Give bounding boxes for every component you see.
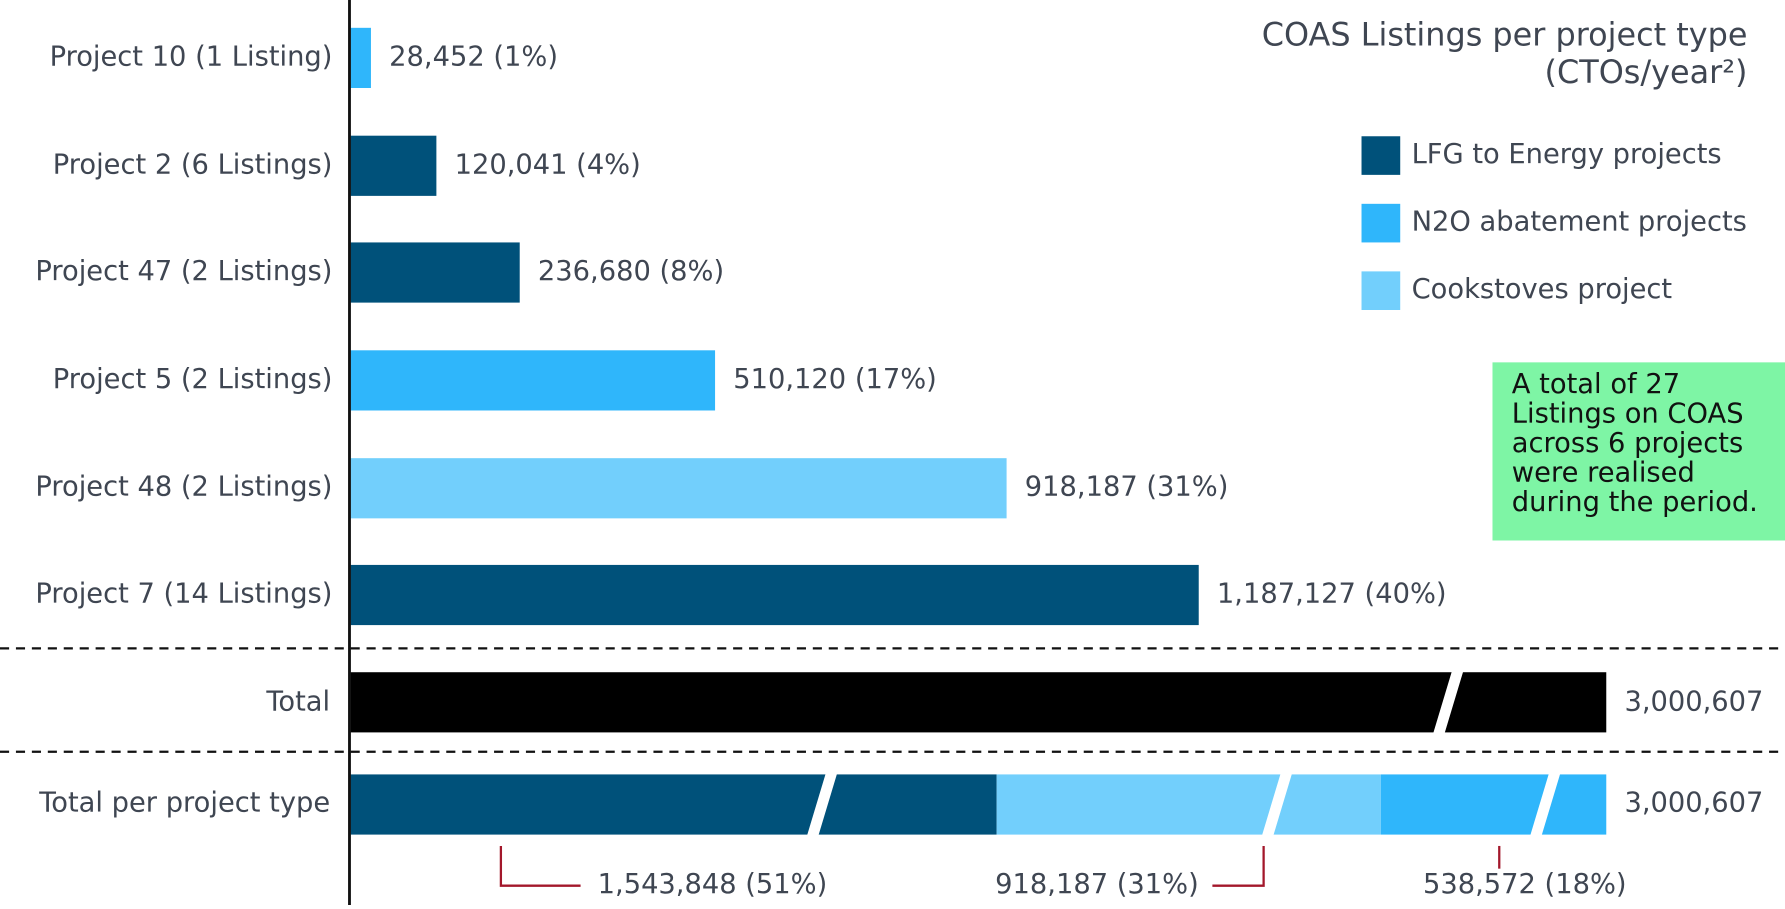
chart-subtitle: (CTOs/year²) [1545,53,1748,91]
axis-break [806,769,839,839]
value-label: 3,000,607 [1624,686,1763,717]
category-label: Project 5 (2 Listings) [53,364,333,395]
bar [350,564,1199,626]
bar [350,458,1007,519]
axis-break [1261,769,1294,839]
axis-break [1432,668,1464,737]
segment-bar [996,774,1381,835]
chart-title: COAS Listings per project type [1262,15,1748,53]
value-label: 1,187,127 (40%) [1217,579,1447,610]
category-label: Total per project type [38,787,330,818]
callout-line [1212,845,1265,887]
segment-bar [350,774,997,835]
category-label: Project 2 (6 Listings) [53,149,333,180]
segment-label: 1,543,848 (51%) [598,869,828,900]
category-label: Project 7 (14 Listings) [35,579,332,610]
callout-line [499,845,581,887]
category-label: Project 48 (2 Listings) [35,472,332,503]
axis-break [1529,769,1562,839]
value-label: 120,041 (4%) [455,149,641,180]
bar [350,242,520,303]
annotation-box: A total of 27 Listings on COAS across 6 … [1492,362,1785,541]
value-label: 3,000,607 [1624,787,1763,818]
legend-swatch [1361,271,1401,310]
bar [350,135,437,196]
legend-swatch [1361,136,1401,175]
value-label: 28,452 (1%) [389,41,558,72]
legend-label: N2O abatement projects [1412,207,1747,238]
bar [350,350,716,411]
segment-bar [1380,774,1607,835]
bar [350,27,371,89]
legend-label: LFG to Energy projects [1412,139,1722,170]
legend-swatch [1361,203,1401,243]
annotation: A total of 27 Listings on COAS across 6 … [1492,362,1785,541]
value-label: 236,680 (8%) [538,256,724,287]
category-label: Project 47 (2 Listings) [35,256,332,287]
category-label: Project 10 (1 Listing) [50,41,333,72]
category-label: Total [265,686,330,717]
segment-label: 918,187 (31%) [995,869,1199,900]
legend-label: Cookstoves project [1412,274,1673,305]
value-label: 510,120 (17%) [733,364,937,395]
total-bar [350,672,1607,733]
segment-label: 538,572 (18%) [1423,869,1627,900]
value-label: 918,187 (31%) [1025,472,1229,503]
